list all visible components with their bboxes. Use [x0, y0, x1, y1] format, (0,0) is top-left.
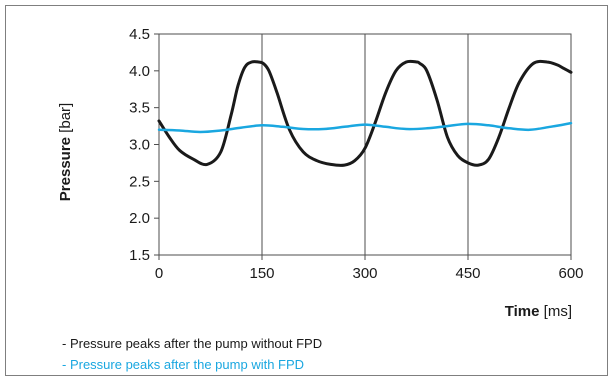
y-tick-label: 4.5 [129, 26, 150, 43]
x-tick-label: 150 [249, 265, 274, 282]
x-tick-label: 300 [352, 265, 377, 282]
x-tick-label: 450 [455, 265, 480, 282]
x-axis-label: Time [ms] [505, 303, 572, 320]
y-tick-label: 3.0 [129, 137, 150, 154]
legend-entry-with-fpd: - Pressure peaks after the pump with FPD [62, 357, 305, 372]
x-tick-label: 0 [155, 265, 163, 282]
y-tick-label: 2.5 [129, 173, 150, 190]
series-line-with-fpd [157, 121, 573, 134]
legend-entry-without-fpd: - Pressure peaks after the pump without … [62, 336, 323, 351]
chart-frame [5, 5, 608, 376]
y-axis-label: Pressure [bar] [57, 103, 74, 201]
y-tick-label: 2.0 [129, 210, 150, 227]
y-tick-label: 3.5 [129, 100, 150, 117]
y-tick-label: 1.5 [129, 247, 150, 264]
y-tick-label: 4.0 [129, 63, 150, 80]
x-tick-label: 600 [558, 265, 583, 282]
series-line-without-fpd [157, 59, 573, 167]
